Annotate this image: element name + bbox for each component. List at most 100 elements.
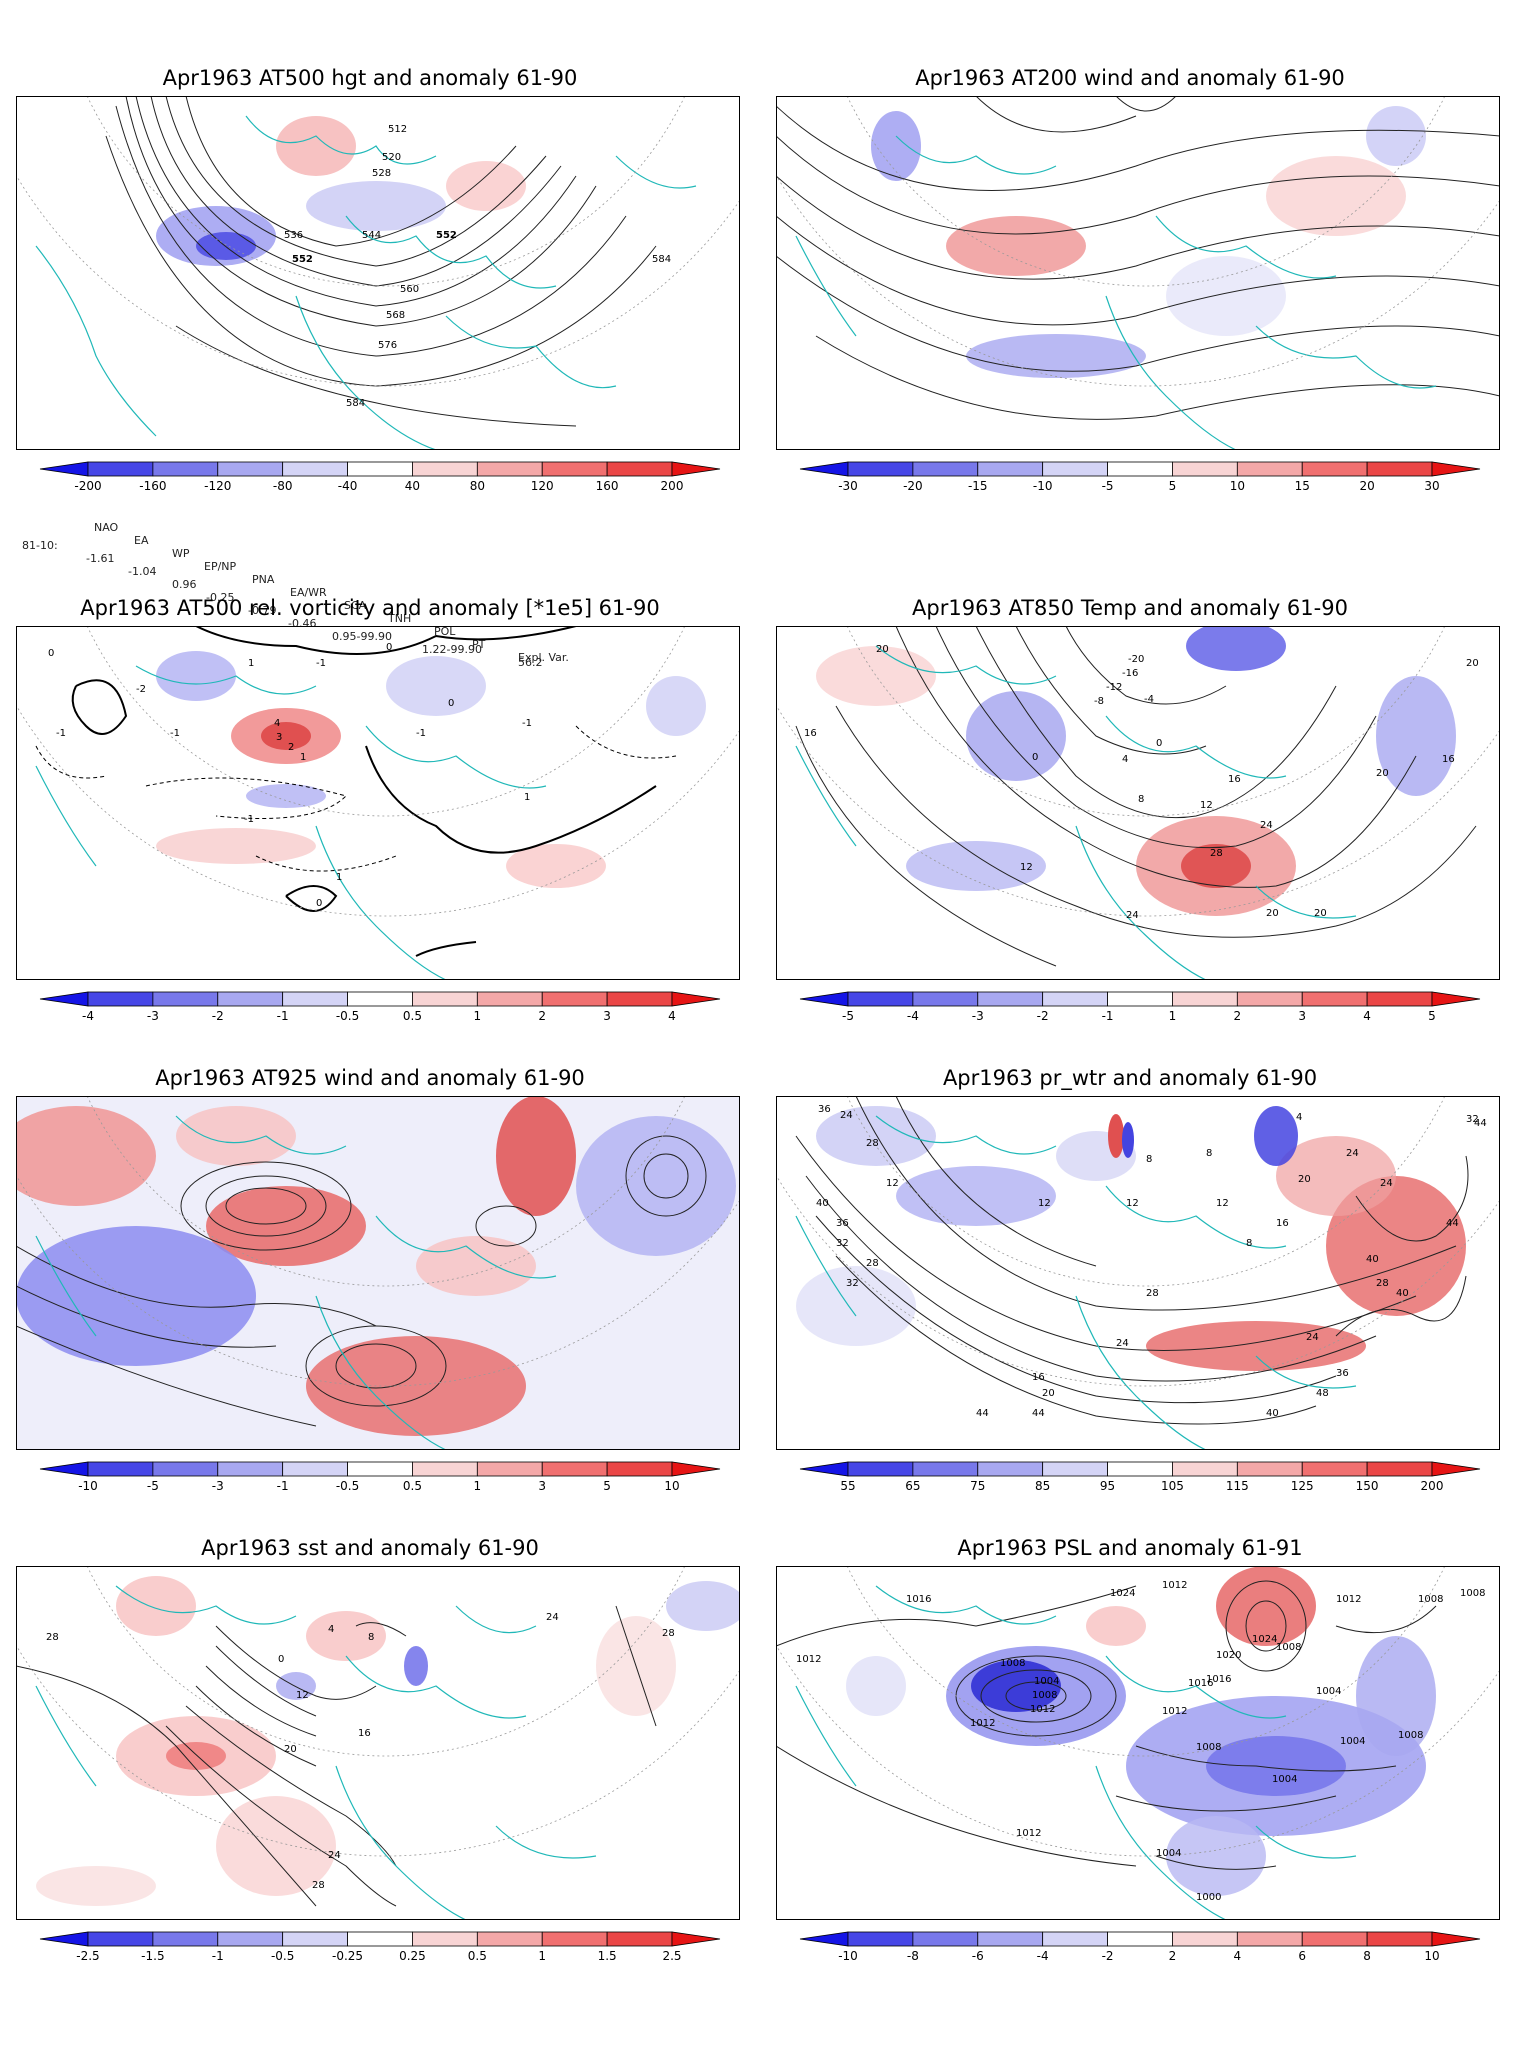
stats-value: -1.04 (128, 565, 157, 578)
contour-label: 0 (278, 1654, 284, 1665)
contour-label: 28 (312, 1880, 325, 1891)
contour-label: 4 (1122, 754, 1128, 765)
contour-label: 0 (1032, 752, 1038, 763)
contour-label: 1008 (1276, 1642, 1301, 1653)
colorbar-tick-label: 1 (538, 1949, 546, 1963)
stats-header: POL (434, 625, 456, 638)
stats-header: WP (172, 547, 190, 560)
colorbar-tick-label: 10 (1230, 479, 1245, 493)
colorbar-arrow-low (799, 991, 849, 1007)
stats-value: 1.22-99.90 (422, 643, 482, 656)
colorbar-tick-label: 20 (1359, 479, 1374, 493)
colorbar-segment (541, 461, 608, 477)
contour-label: 8 (1246, 1238, 1252, 1249)
colorbar-segment (606, 1461, 673, 1477)
colorbar-segment (282, 1931, 348, 1947)
stats-value: -1.61 (86, 552, 115, 565)
contour-label: 1008 (1196, 1742, 1221, 1753)
colorbar-tick-label: -3 (972, 1009, 984, 1023)
contour-label: 1004 (1316, 1686, 1341, 1697)
colorbar-tick-label: 125 (1291, 1479, 1314, 1493)
colorbar-segment (87, 991, 154, 1007)
contour-label: 24 (1346, 1148, 1359, 1159)
contour-label: 1024 (1110, 1588, 1135, 1599)
colorbar-tick-label: -0.5 (336, 1479, 359, 1493)
stats-value: 56.2 (518, 656, 543, 669)
contour-label: 1000 (1196, 1892, 1221, 1903)
colorbar-segment (977, 461, 1044, 477)
map-psl: 1012 1016 1024 1012 1024 1004 1008 1012 … (776, 1566, 1500, 1920)
contour-label: 28 (866, 1138, 879, 1149)
colorbar-tick-label: 4 (668, 1009, 676, 1023)
colorbar-segment (152, 1931, 219, 1947)
colorbar-tick-label: 0.5 (468, 1949, 487, 1963)
colorbar-tick-label: -5 (842, 1009, 854, 1023)
colorbar-tick-label: 1 (1169, 1009, 1177, 1023)
contour-label: 1008 (1418, 1594, 1443, 1605)
map-at500-vorticity: 0 -1 -2 1 -1 0 4 3 2 1 -1 -1 0 -1 1 -1 1… (16, 626, 740, 980)
contour-label: 4 (1296, 1112, 1302, 1123)
colorbar-tick-label: 2 (1234, 1009, 1242, 1023)
contour-label: 20 (1466, 658, 1479, 669)
stats-header: SCA (344, 599, 367, 612)
colorbar-tick-label: -1 (277, 1479, 289, 1493)
colorbar-segment (217, 991, 284, 1007)
colorbar-segment (412, 1931, 478, 1947)
contour-label: 1 (336, 872, 342, 883)
colorbar-tick-label: -1 (277, 1009, 289, 1023)
colorbar-segment (1236, 991, 1303, 1007)
colorbar-tick-label: -8 (907, 1949, 919, 1963)
contour-label: 560 (400, 284, 419, 295)
contour-label: 584 (346, 398, 365, 409)
contour-label: 1008 (1032, 1690, 1057, 1701)
colorbar-arrow-high (671, 991, 721, 1007)
colorbar-segment (977, 1931, 1044, 1947)
colorbar-segment (347, 991, 413, 1007)
contour-label: 28 (1146, 1288, 1159, 1299)
colorbar-segment (912, 1931, 979, 1947)
contour-label: -1 (56, 728, 66, 739)
contour-label: 8 (1206, 1148, 1212, 1159)
colorbar-segment (1172, 461, 1238, 477)
colorbar-arrow-high (1431, 1461, 1481, 1477)
colorbar-tick-label: -1 (212, 1949, 224, 1963)
map-at925-wind (16, 1096, 740, 1450)
contour-label: 8 (368, 1632, 374, 1643)
contour-label: 0 (48, 648, 54, 659)
colorbar-segment (1301, 1931, 1368, 1947)
colorbar-segment (977, 1461, 1044, 1477)
stats-value: 0.96 (172, 578, 197, 591)
colorbar-arrow-high (1431, 991, 1481, 1007)
contour-label: -16 (1122, 668, 1138, 679)
colorbar-arrow-low (39, 461, 89, 477)
panel-title: Apr1963 sst and anomaly 61-90 (201, 1536, 539, 1560)
contour-label: 24 (1306, 1332, 1319, 1343)
colorbar-arrow-low (39, 1461, 89, 1477)
colorbar-segment (977, 991, 1044, 1007)
contour-label: 568 (386, 310, 405, 321)
contour-label: 20 (1266, 908, 1279, 919)
contour-label: 1012 (796, 1654, 821, 1665)
colorbar-segment (847, 1461, 914, 1477)
contour-label: 20 (284, 1744, 297, 1755)
contour-label: -1 (170, 728, 180, 739)
panel-title: Apr1963 AT200 wind and anomaly 61-90 (915, 66, 1345, 90)
contour-label: 1012 (1016, 1828, 1041, 1839)
contour-label: 20 (876, 644, 889, 655)
colorbar-segment (1107, 1461, 1173, 1477)
colorbar-segment (87, 1931, 154, 1947)
contour-label: -1 (316, 658, 326, 669)
colorbar-tick-label: 200 (1421, 1479, 1444, 1493)
colorbar-tick-label: -10 (838, 1949, 858, 1963)
colorbar-tick-label: 150 (1356, 1479, 1379, 1493)
colorbar-segment (1366, 991, 1433, 1007)
colorbar-segment (412, 1461, 478, 1477)
contour-label: 28 (46, 1632, 59, 1643)
colorbar-tick-label: 3 (603, 1009, 611, 1023)
stats-row-label: 81-10: (22, 539, 58, 552)
contour-label: 32 (846, 1278, 859, 1289)
contour-label: 16 (1032, 1372, 1045, 1383)
colorbar-tick-label: -1 (1102, 1009, 1114, 1023)
contour-label: 1012 (1336, 1594, 1361, 1605)
stats-header: EP/NP (204, 560, 237, 573)
